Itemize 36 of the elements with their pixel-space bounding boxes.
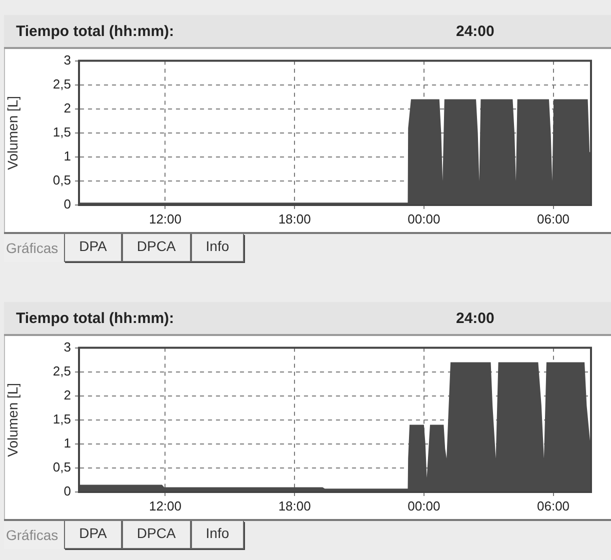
x-tick-label: 18:00 bbox=[278, 211, 311, 226]
text: Gráficas bbox=[4, 234, 64, 262]
x-tick-label: 18:00 bbox=[278, 498, 311, 514]
text: Info bbox=[190, 521, 244, 549]
y-axis-title: Volumen [L] bbox=[4, 96, 20, 170]
y-tick-label: 0,5 bbox=[52, 172, 71, 188]
x-tick-label: 06:00 bbox=[537, 498, 570, 514]
text: DPA bbox=[64, 234, 122, 262]
y-tick-label: 2 bbox=[64, 387, 71, 402]
y-tick-label: 1,5 bbox=[52, 411, 71, 426]
text: DPA bbox=[64, 521, 122, 549]
x-tick-label: 06:00 bbox=[537, 211, 570, 226]
chart-title: Tiempo total (hh:mm): bbox=[16, 23, 174, 40]
y-tick-label: 1 bbox=[64, 436, 71, 451]
y-tick-label: 0,5 bbox=[52, 460, 71, 475]
y-tick-label: 0 bbox=[64, 484, 71, 499]
y-tick-label: 2,5 bbox=[52, 363, 71, 378]
text: DPCA bbox=[122, 234, 191, 262]
y-tick-label: 0 bbox=[64, 196, 71, 212]
x-tick-label: 00:00 bbox=[408, 498, 440, 514]
chart-subtitle: 24:00 bbox=[456, 310, 494, 327]
text: Info bbox=[190, 234, 244, 262]
y-tick-label: 2 bbox=[64, 100, 71, 116]
y-tick-label: 1 bbox=[64, 148, 71, 164]
y-tick-label: 2,5 bbox=[52, 76, 71, 92]
text: Gráficas bbox=[4, 521, 64, 549]
y-tick-label: 3 bbox=[64, 52, 71, 68]
y-tick-label: 3 bbox=[64, 339, 71, 354]
y-tick-label: 1,5 bbox=[52, 124, 71, 140]
x-tick-label: 12:00 bbox=[148, 211, 182, 226]
chart-title: Tiempo total (hh:mm): bbox=[16, 310, 174, 327]
y-axis-title: Volumen [L] bbox=[4, 382, 20, 457]
x-tick-label: 12:00 bbox=[148, 498, 182, 514]
chart-subtitle: 24:00 bbox=[456, 23, 494, 40]
text: DPCA bbox=[122, 521, 191, 549]
x-tick-label: 00:00 bbox=[408, 211, 440, 226]
